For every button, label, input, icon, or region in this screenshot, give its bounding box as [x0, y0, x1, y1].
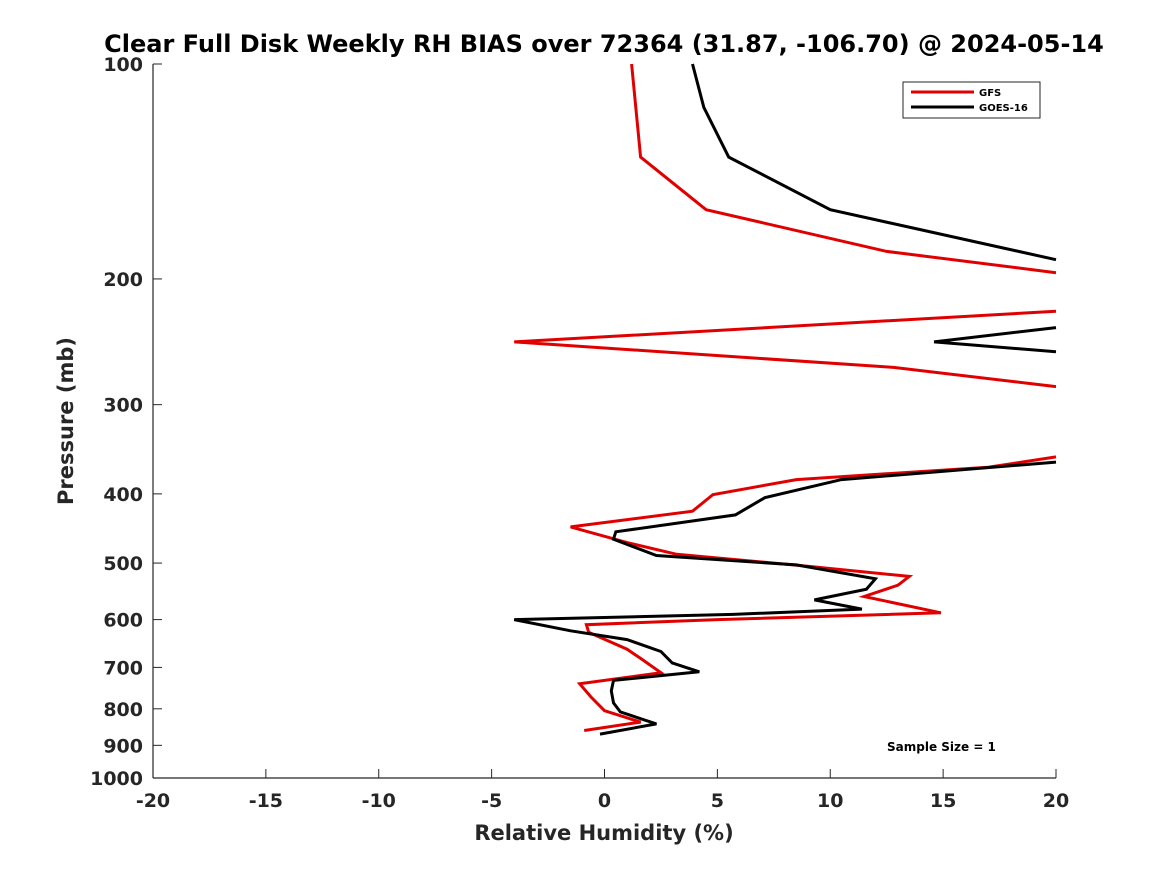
- y-tick-label: 100: [103, 54, 143, 76]
- y-tick-label: 300: [103, 395, 143, 417]
- series-line-goes-16: [513, 63, 1057, 736]
- x-axis-label: Relative Humidity (%): [474, 821, 733, 845]
- y-tick-label: 200: [103, 269, 143, 291]
- y-tick-label: 400: [103, 484, 143, 506]
- x-tick-label: -20: [136, 790, 170, 812]
- y-tick-label: 700: [103, 657, 143, 679]
- legend-label-gfs: GFS: [979, 88, 1001, 99]
- x-tick-label: 10: [817, 790, 843, 812]
- x-tick-label: -5: [481, 790, 502, 812]
- y-tick-label: 1000: [90, 768, 143, 790]
- x-tick-label: 0: [598, 790, 611, 812]
- legend-box: [902, 81, 1041, 119]
- x-axis-ticks: -20 -15 -10 -5 0 5 10 15 20: [136, 769, 1069, 812]
- y-tick-label: 800: [103, 699, 143, 721]
- legend: GFS GOES-16: [902, 81, 1041, 119]
- y-axis-ticks: 100 200 300 400 500 600 700 800 900 1000: [90, 54, 162, 790]
- legend-label-goes-16: GOES-16: [979, 103, 1028, 114]
- x-tick-label: -10: [362, 790, 396, 812]
- y-tick-label: 500: [103, 553, 143, 575]
- y-tick-label: 900: [103, 735, 143, 757]
- x-tick-label: 15: [930, 790, 956, 812]
- y-tick-label: 600: [103, 610, 143, 632]
- x-tick-label: 20: [1043, 790, 1069, 812]
- x-tick-label: 5: [711, 790, 724, 812]
- series-layer: [513, 63, 1057, 736]
- chart-title: Clear Full Disk Weekly RH BIAS over 7236…: [104, 30, 1104, 58]
- series-line-gfs: [514, 63, 1057, 732]
- sample-size-annotation: Sample Size = 1: [887, 740, 996, 754]
- y-axis-label: Pressure (mb): [54, 337, 78, 505]
- x-tick-label: -15: [249, 790, 283, 812]
